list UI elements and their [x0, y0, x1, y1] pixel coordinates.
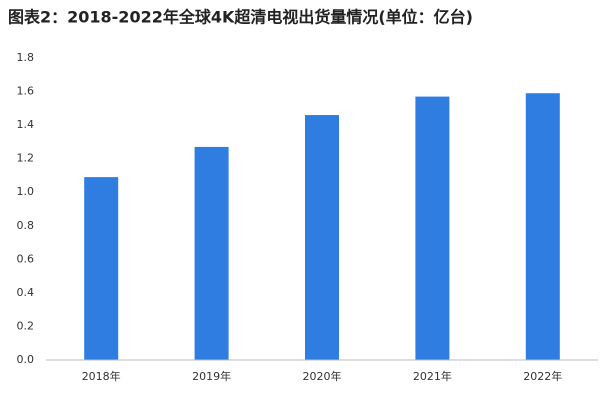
y-tick-label: 0.2: [17, 319, 35, 332]
x-tick-label: 2020年: [303, 369, 342, 383]
y-tick-label: 1.4: [17, 118, 35, 131]
bar: [84, 177, 119, 360]
bar: [194, 146, 229, 360]
y-tick-label: 0.8: [17, 219, 35, 232]
x-tick-label: 2021年: [413, 369, 452, 383]
bar: [305, 115, 339, 361]
bar: [415, 96, 450, 360]
x-tick-label: 2019年: [192, 369, 231, 383]
bar: [525, 93, 560, 360]
y-tick-label: 1.2: [17, 152, 35, 165]
x-tick-label: 2018年: [82, 369, 121, 383]
y-tick-label: 0.6: [17, 252, 35, 265]
x-tick-label: 2022年: [523, 369, 562, 383]
y-tick-label: 0.0: [17, 353, 35, 366]
y-tick-label: 1.0: [17, 185, 35, 198]
y-tick-label: 1.8: [17, 51, 35, 64]
chart-title: 图表2：2018-2022年全球4K超清电视出货量情况(单位：亿台): [8, 8, 473, 27]
y-tick-label: 0.4: [17, 286, 35, 299]
y-tick-label: 1.6: [17, 85, 35, 98]
